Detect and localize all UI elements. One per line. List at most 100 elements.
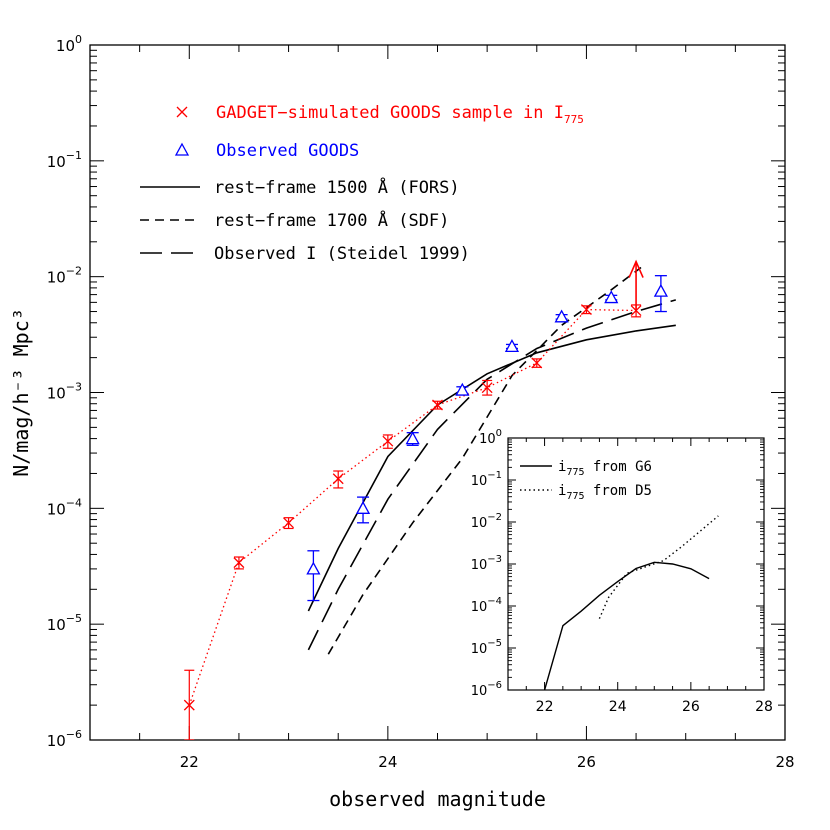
gadget-point (481, 382, 493, 394)
inset-legend-suffix: from G6 (585, 459, 652, 475)
goods-point (554, 309, 569, 323)
goods-point (455, 382, 470, 396)
inset-frame (507, 437, 765, 691)
main-data-layer (183, 259, 677, 740)
goods-point (355, 500, 371, 514)
y-tick-label: 10−6 (47, 728, 82, 750)
legend-label-text: rest−frame 1700 Å (SDF) (214, 209, 449, 231)
inset-y-tick-exp: −1 (487, 470, 502, 481)
inset-y-tick-label: 10−2 (471, 512, 502, 531)
legend-triangle-icon (174, 142, 190, 156)
inset-legend-label: i775 from D5 (558, 483, 652, 502)
y-tick-base: 10 (56, 37, 75, 55)
main-plot: 22 24 26 2810010−110−210−310−410−510−6obser… (9, 33, 795, 811)
y-tick-base: 10 (47, 500, 66, 518)
gadget-point (183, 699, 195, 711)
legend-label: Observed GOODS (216, 141, 359, 161)
inset-x-tick-label: 22 (536, 699, 554, 715)
legend-label: Observed I (Steidel 1999) (214, 244, 470, 264)
goods-point (653, 283, 668, 297)
gadget-point (580, 304, 592, 316)
inset-series-line-0 (543, 561, 710, 690)
legend-label: rest−frame 1700 Å (SDF) (214, 209, 449, 231)
goods-point (306, 561, 321, 575)
legend-label-text: Observed GOODS (216, 141, 359, 161)
y-tick-label: 10−3 (47, 381, 82, 403)
gadget-dotted-line (188, 308, 637, 706)
gadget-arrow-head (628, 259, 644, 278)
y-tick-base: 10 (47, 732, 66, 750)
inset-x-tick-label: 28 (755, 699, 773, 715)
inset-x-tick-label: 24 (609, 699, 627, 715)
x-tick-label: 24 (378, 753, 397, 771)
legend-cross-icon (176, 106, 188, 118)
y-tick-label: 100 (56, 33, 82, 55)
inset-y-tick-exp: −3 (487, 554, 502, 565)
series-line-4 (307, 299, 677, 651)
inset-legend-suffix: from D5 (585, 483, 652, 499)
gadget-point (233, 557, 245, 569)
x-tick-label: 28 (775, 753, 794, 771)
y-tick-exp: −6 (66, 728, 82, 741)
legend-label-sub: 775 (564, 113, 584, 126)
x-axis-label: observed magnitude (329, 787, 546, 811)
inset-y-tick-label: 10−5 (471, 638, 502, 657)
goods-point (504, 339, 520, 353)
gadget-point (283, 517, 295, 529)
inset-legend-text: i (558, 459, 566, 475)
gadget-point (432, 399, 443, 411)
legend-label: GADGET−simulated GOODS sample in I775 (216, 103, 584, 126)
inset-y-tick-base: 10 (471, 684, 488, 699)
legend-label-text: rest−frame 1500 Å (FORS) (214, 176, 460, 198)
y-tick-label: 10−2 (47, 265, 82, 287)
x-tick-label: 22 (180, 753, 199, 771)
legend-label: rest−frame 1500 Å (FORS) (214, 176, 460, 198)
y-axis-label: N/mag/h⁻³ Mpc³ (9, 308, 33, 477)
inset-y-tick-label: 10−6 (471, 680, 502, 699)
inset-y-tick-label: 10−3 (471, 554, 502, 573)
y-tick-base: 10 (47, 269, 66, 287)
inset-y-tick-base: 10 (471, 600, 488, 615)
y-tick-base: 10 (47, 616, 66, 634)
inset-y-tick-label: 10−4 (471, 596, 502, 615)
inset-legend-label: i775 from G6 (558, 459, 652, 478)
y-tick-exp: −1 (66, 149, 82, 162)
inset-y-tick-label: 10−1 (471, 470, 502, 489)
inset-x-tick-label: 26 (682, 699, 700, 715)
legend-label-text: Observed I (Steidel 1999) (214, 244, 470, 264)
x-tick-label: 26 (577, 753, 596, 771)
gadget-point (531, 357, 543, 369)
y-tick-label: 10−4 (47, 496, 82, 518)
legend-label-text: GADGET−simulated GOODS sample in I (216, 103, 564, 123)
inset-legend-sub: 775 (566, 467, 584, 478)
gadget-point (332, 473, 344, 485)
inset-y-tick-exp: −6 (487, 680, 502, 691)
goods-point (604, 290, 619, 304)
y-tick-label: 10−1 (47, 149, 82, 171)
y-tick-base: 10 (47, 385, 66, 403)
y-tick-exp: −3 (66, 381, 82, 394)
inset-series-line-1 (598, 515, 719, 619)
gadget-point (382, 435, 394, 447)
inset-y-tick-exp: −2 (487, 512, 502, 523)
inset-y-tick-exp: −5 (487, 638, 502, 649)
inset-legend-sub: 775 (566, 491, 584, 502)
y-tick-exp: 0 (75, 33, 82, 46)
inset-legend-text: i (558, 483, 566, 499)
inset-data-layer (543, 515, 719, 690)
y-tick-exp: −4 (66, 496, 82, 509)
gadget-point (630, 305, 642, 316)
y-tick-exp: −2 (66, 265, 82, 278)
inset-y-tick-base: 10 (471, 474, 488, 489)
inset-y-tick-base: 10 (471, 558, 488, 573)
inset-y-tick-label: 100 (479, 428, 502, 447)
inset-y-tick-exp: −4 (487, 596, 502, 607)
series-line-2 (307, 324, 676, 612)
inset-y-tick-exp: 0 (496, 428, 502, 439)
y-tick-base: 10 (47, 153, 66, 171)
inset-y-tick-base: 10 (471, 516, 488, 531)
inset-y-tick-base: 10 (479, 432, 496, 447)
inset-y-tick-base: 10 (471, 642, 488, 657)
series-line-3 (327, 266, 642, 655)
